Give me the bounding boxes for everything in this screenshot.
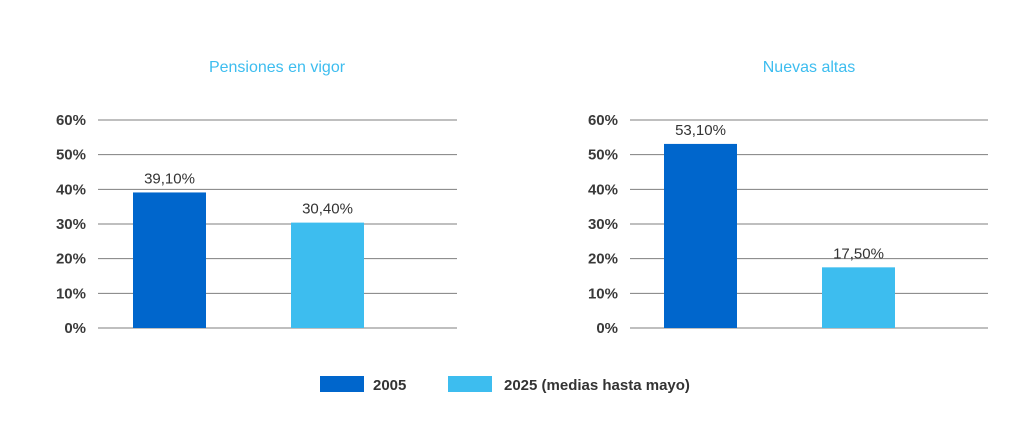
legend-label: 2025 (medias hasta mayo) <box>504 377 690 394</box>
y-tick-label: 60% <box>588 112 618 129</box>
y-tick-label: 10% <box>588 285 618 302</box>
chart-panel-1: Nuevas altas 0% 10% 20% 30% 40% 50% 60% 53,10% 17… <box>588 59 988 337</box>
data-label: 39,10% <box>144 170 195 187</box>
y-tick-label: 0% <box>596 320 618 337</box>
chart-panel-0: Pensiones en vigor 0% 10% 20% 30% 40% 50% 60% 39… <box>56 59 457 337</box>
legend-swatch <box>448 376 492 392</box>
bar-2025 <box>291 222 364 328</box>
y-tick-label: 50% <box>56 147 86 164</box>
y-tick-label: 60% <box>56 112 86 129</box>
chart-title: Nuevas altas <box>763 59 856 76</box>
legend: 2005 2025 (medias hasta mayo) <box>320 376 690 394</box>
legend-label: 2005 <box>373 377 406 394</box>
legend-swatch <box>320 376 364 392</box>
bar-2005 <box>664 143 737 328</box>
bar-2025 <box>822 267 895 328</box>
y-tick-label: 0% <box>64 320 86 337</box>
data-label: 17,50% <box>833 245 884 262</box>
y-tick-label: 40% <box>56 181 86 198</box>
data-label: 53,10% <box>675 122 726 139</box>
charts-group: Pensiones en vigor 0% 10% 20% 30% 40% 50% 60% 39… <box>56 59 988 337</box>
chart-title: Pensiones en vigor <box>209 59 346 76</box>
bar-2005 <box>133 192 206 328</box>
y-tick-label: 20% <box>56 251 86 268</box>
data-label: 30,40% <box>302 201 353 218</box>
y-tick-label: 50% <box>588 147 618 164</box>
y-tick-label: 30% <box>56 216 86 233</box>
y-tick-label: 30% <box>588 216 618 233</box>
y-tick-label: 10% <box>56 285 86 302</box>
y-tick-label: 40% <box>588 181 618 198</box>
y-tick-label: 20% <box>588 251 618 268</box>
